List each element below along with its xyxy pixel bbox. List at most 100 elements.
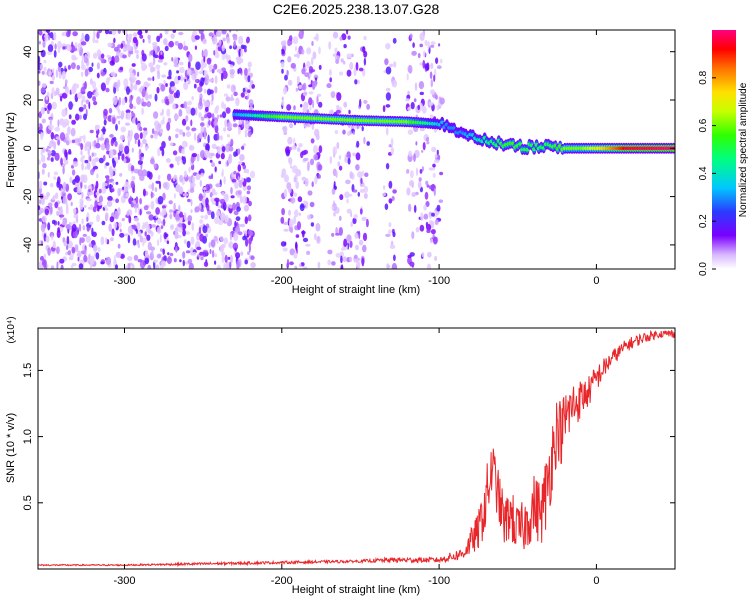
noise-speck-1375 [168, 95, 174, 104]
noise-speck-1284 [81, 98, 84, 107]
noise-speck-1061 [242, 195, 247, 205]
noise-speck-2017 [331, 232, 335, 237]
noise-speck-69 [243, 204, 249, 212]
noise-speck-2067 [438, 199, 444, 203]
noise-speck-1787 [318, 64, 322, 70]
noise-speck-588 [176, 156, 182, 162]
noise-speck-1710 [308, 97, 313, 106]
noise-speck-1016 [131, 263, 135, 269]
noise-speck-964 [179, 61, 184, 66]
noise-speck-1323 [159, 128, 164, 134]
noise-speck-1491 [247, 131, 252, 138]
noise-speck-1545 [44, 37, 48, 42]
noise-speck-1036 [58, 70, 62, 79]
noise-speck-2012 [358, 67, 364, 72]
noise-speck-742 [137, 243, 140, 249]
noise-speck-433 [38, 55, 41, 65]
noise-speck-675 [49, 80, 54, 85]
noise-speck-1494 [238, 190, 242, 196]
noise-speck-1965 [340, 264, 344, 269]
noise-speck-1194 [238, 161, 243, 165]
noise-speck-1468 [127, 112, 131, 121]
noise-speck-1259 [98, 188, 102, 194]
noise-speck-1476 [247, 214, 252, 222]
noise-speck-1124 [71, 246, 76, 254]
noise-speck-1878 [332, 31, 339, 39]
noise-speck-908 [232, 85, 236, 91]
noise-speck-152 [198, 70, 204, 75]
noise-speck-1210 [70, 62, 76, 70]
noise-speck-2009 [354, 254, 358, 260]
noise-speck-1754 [303, 91, 308, 96]
noise-speck-1233 [88, 189, 91, 193]
noise-speck-1481 [141, 101, 147, 107]
noise-speck-1497 [141, 169, 148, 177]
noise-speck-885 [145, 93, 149, 101]
noise-speck-1699 [296, 221, 302, 230]
noise-speck-649 [117, 30, 121, 34]
noise-speck-1073 [118, 96, 121, 106]
noise-speck-1635 [150, 191, 153, 199]
noise-speck-2160 [408, 203, 412, 212]
noise-speck-1674 [306, 250, 311, 255]
noise-speck-621 [56, 229, 61, 239]
noise-speck-1628 [204, 149, 209, 159]
noise-speck-594 [133, 254, 139, 261]
noise-speck-1899 [362, 244, 367, 253]
noise-speck-1852 [310, 222, 315, 227]
noise-speck-17 [128, 67, 134, 74]
noise-speck-1679 [312, 51, 317, 60]
noise-speck-1593 [91, 152, 94, 157]
noise-speck-1354 [115, 181, 119, 185]
noise-speck-1208 [154, 187, 158, 193]
noise-speck-1405 [83, 56, 89, 64]
noise-speck-2122 [425, 180, 429, 186]
noise-speck-1952 [356, 260, 361, 269]
noise-speck-990 [126, 86, 130, 95]
noise-speck-1085 [41, 215, 47, 223]
noise-speck-1314 [119, 134, 126, 141]
noise-speck-297 [250, 262, 256, 268]
noise-speck-960 [98, 137, 105, 141]
noise-speck-897 [187, 78, 191, 85]
noise-speck-542 [232, 242, 239, 251]
noise-speck-61 [156, 217, 162, 225]
noise-speck-1454 [200, 130, 203, 140]
noise-speck-1265 [94, 200, 98, 209]
noise-speck-1022 [49, 205, 53, 215]
noise-speck-1799 [293, 215, 297, 225]
noise-speck-1633 [61, 222, 67, 226]
y-tick-label-20: 20 [22, 94, 34, 106]
noise-speck-1589 [122, 54, 127, 59]
noise-speck-1956 [361, 125, 364, 132]
noise-speck-1485 [138, 126, 143, 132]
noise-speck-1803 [291, 145, 297, 151]
noise-speck-22 [135, 80, 141, 85]
noise-speck-363 [88, 101, 91, 110]
noise-speck-1160 [221, 111, 227, 119]
noise-speck-1442 [240, 48, 244, 58]
noise-speck-1482 [227, 121, 232, 130]
noise-speck-2082 [426, 184, 430, 188]
noise-speck-182 [226, 134, 231, 138]
noise-speck-268 [225, 107, 231, 114]
noise-speck-1555 [89, 256, 95, 266]
noise-speck-1448 [147, 34, 151, 40]
noise-speck-1510 [109, 149, 114, 158]
noise-speck-1230 [57, 119, 60, 128]
noise-speck-1875 [352, 152, 356, 157]
noise-speck-1264 [172, 176, 176, 182]
noise-speck-1938 [345, 179, 351, 185]
noise-speck-1312 [105, 237, 108, 245]
noise-speck-1369 [130, 202, 134, 208]
noise-speck-1816 [313, 154, 319, 161]
colorbar-tick-label-3: 0.6 [698, 118, 709, 132]
noise-speck-1228 [185, 250, 191, 254]
noise-speck-713 [185, 131, 191, 138]
noise-speck-1295 [244, 259, 248, 265]
noise-speck-499 [120, 126, 127, 133]
noise-speck-1062 [166, 256, 172, 264]
noise-speck-867 [156, 253, 162, 259]
noise-speck-691 [109, 216, 115, 223]
